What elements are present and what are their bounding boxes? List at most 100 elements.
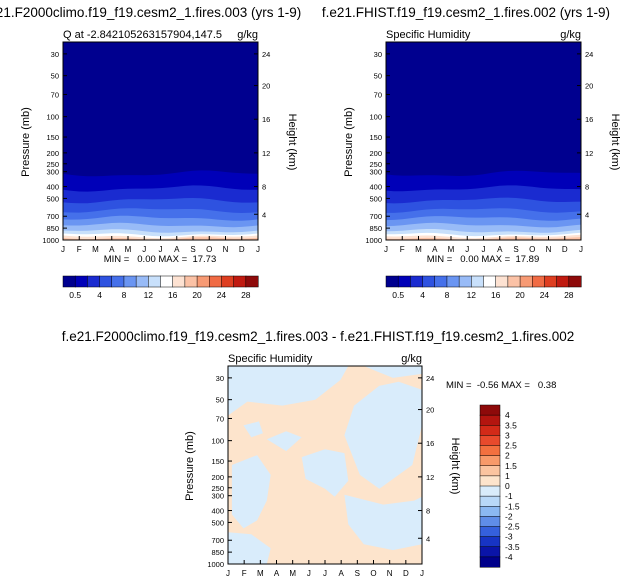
panel-diff-colorbar-swatch bbox=[479, 475, 501, 487]
panel-diff-ytick-label: 1000 bbox=[207, 560, 224, 569]
panel-right-xtick-label: J bbox=[384, 245, 388, 254]
panel-diff-xtick-label: D bbox=[403, 569, 409, 578]
panel-left-ylabel: Pressure (mb) bbox=[20, 107, 32, 177]
panel-right-ytick-right-label: 20 bbox=[585, 82, 593, 91]
panel-left-ytick-label: 1000 bbox=[42, 236, 59, 245]
panel-diff-ytick-label: 700 bbox=[211, 536, 224, 545]
panel-diff-negative-region bbox=[231, 455, 271, 529]
panel-left-xtick-label: M bbox=[125, 245, 132, 254]
panel-left-colorbar-swatch bbox=[99, 275, 113, 288]
panel-right-colorbar-swatch bbox=[556, 275, 570, 288]
panel-diff-ytick-label: 30 bbox=[216, 374, 224, 383]
panel-diff-negative-region bbox=[228, 532, 271, 564]
panel-right-colorbar-label: 4 bbox=[420, 290, 425, 300]
panel-diff-xtick-label: M bbox=[289, 569, 296, 578]
panel-diff-negative-region bbox=[344, 381, 422, 489]
panel-left-colorbar-swatch bbox=[184, 275, 198, 288]
panel-right-ylabel: Pressure (mb) bbox=[343, 107, 355, 177]
panel-diff-colorbar-swatch bbox=[479, 404, 501, 416]
panel-left-colorbar-swatch bbox=[245, 275, 259, 288]
panel-right-xtick-label: S bbox=[513, 245, 518, 254]
panel-right-ytick-right-label: 8 bbox=[585, 183, 589, 192]
panel-diff-ytick-right-label: 24 bbox=[426, 374, 434, 383]
panel-left-xtick-label: O bbox=[206, 245, 212, 254]
panel-diff-colorbar: 43.532.521.510-1-1.5-2-2.5-3-3.5-4 bbox=[479, 404, 520, 568]
panel-diff-colorbar-label: 1 bbox=[505, 471, 510, 481]
panel-right-colorbar-swatch bbox=[410, 275, 424, 288]
panel-left-colorbar-swatch bbox=[221, 275, 235, 288]
panel-diff-ytick-label: 300 bbox=[211, 492, 224, 501]
panel-diff-ytick-label: 100 bbox=[211, 437, 224, 446]
panel-diff-ylabel-right: Height (km) bbox=[449, 438, 461, 495]
panel-diff-ytick-label: 400 bbox=[211, 507, 224, 516]
panel-diff-units: g/kg bbox=[401, 353, 422, 365]
panel-right-units: g/kg bbox=[560, 29, 581, 41]
panel-left-colorbar-swatch bbox=[74, 275, 88, 288]
panel-diff-colorbar-label: 2.5 bbox=[505, 441, 517, 451]
panel-right-xtick-label: A bbox=[432, 245, 438, 254]
panel-diff-ytick-label: 500 bbox=[211, 518, 224, 527]
panel-diff-xtick-label: J bbox=[420, 569, 424, 578]
panel-right: f.e21.FHIST.f19_f19.cesm2_1.fires.002 (y… bbox=[322, 5, 621, 300]
panel-right-colorbar-label: 12 bbox=[467, 290, 477, 300]
panel-diff-xtick-label: N bbox=[387, 569, 393, 578]
panel-left-colorbar-label: 28 bbox=[241, 290, 251, 300]
panel-diff-colorbar-swatch bbox=[479, 506, 501, 517]
panel-left-colorbar-swatch bbox=[196, 275, 210, 288]
panel-right-ytick-right-label: 4 bbox=[585, 210, 589, 219]
panel-diff-ytick-label: 250 bbox=[211, 484, 224, 493]
panel-left-xtick-label: J bbox=[61, 245, 65, 254]
panel-left-xtick-label: M bbox=[92, 245, 99, 254]
panel-diff-ytick-label: 850 bbox=[211, 548, 224, 557]
panel-diff-ytick-right-label: 20 bbox=[426, 406, 434, 415]
panel-left-colorbar-label: 20 bbox=[192, 290, 202, 300]
panel-diff-colorbar-label: -2.5 bbox=[505, 522, 520, 532]
panel-diff-xtick-label: F bbox=[242, 569, 247, 578]
panel-right-xtick-label: F bbox=[400, 245, 405, 254]
panel-left-ytick-label: 200 bbox=[46, 149, 59, 158]
panel-right-ytick-label: 500 bbox=[369, 194, 382, 203]
panel-left-ylabel-right: Height (km) bbox=[286, 114, 298, 171]
panel-diff-colorbar-label: 2 bbox=[505, 451, 510, 461]
panel-diff-title: f.e21.F2000climo.f19_f19.cesm2_1.fires.0… bbox=[62, 329, 575, 344]
panel-right-ytick-label: 400 bbox=[369, 183, 382, 192]
panel-left-stats: MIN = 0.00 MAX = 17.73 bbox=[104, 254, 216, 265]
panel-diff-negative-region bbox=[243, 421, 263, 438]
panel-diff-negative-region bbox=[266, 431, 302, 452]
panel-left-xtick-label: A bbox=[174, 245, 180, 254]
panel-right-colorbar-label: 8 bbox=[445, 290, 450, 300]
panel-left-ytick-label: 30 bbox=[51, 50, 59, 59]
panel-diff-xtick-label: A bbox=[338, 569, 344, 578]
panel-right-ytick-label: 200 bbox=[369, 149, 382, 158]
panel-left-ytick-right-label: 24 bbox=[262, 50, 270, 59]
panel-diff-colorbar-label: -2 bbox=[505, 511, 513, 521]
panel-right-colorbar-label: 28 bbox=[564, 290, 574, 300]
panel-left-ytick-label: 500 bbox=[46, 194, 59, 203]
panel-left-colorbar-label: 12 bbox=[144, 290, 154, 300]
panel-left-colorbar-swatch bbox=[172, 275, 186, 288]
panel-diff-colorbar-label: -1 bbox=[505, 491, 513, 501]
panel-left-ytick-label: 70 bbox=[51, 90, 59, 99]
panel-right-colorbar-swatch bbox=[532, 275, 545, 288]
panel-diff-colorbar-swatch bbox=[479, 495, 501, 507]
panel-right-ytick-label: 100 bbox=[369, 113, 382, 122]
panel-left-colorbar-label: 16 bbox=[168, 290, 178, 300]
panel-left-colorbar-swatch bbox=[160, 275, 174, 288]
panel-left-ytick-label: 50 bbox=[51, 72, 59, 81]
panel-left-ytick-label: 700 bbox=[46, 212, 59, 221]
panel-diff-colorbar-label: 3 bbox=[505, 430, 510, 440]
panel-right-colorbar-swatch bbox=[458, 275, 472, 288]
panel-diff-colorbar-swatch bbox=[479, 455, 501, 467]
panel-right-colorbar-swatch bbox=[544, 275, 558, 288]
panel-diff-negative-region bbox=[301, 449, 349, 497]
panel-right-ytick-label: 1000 bbox=[365, 236, 382, 245]
panel-left-xtick-label: J bbox=[256, 245, 260, 254]
panel-left-ytick-label: 100 bbox=[46, 113, 59, 122]
panel-right-stats: MIN = 0.00 MAX = 17.89 bbox=[427, 254, 539, 265]
panel-diff-colorbar-label: 3.5 bbox=[505, 420, 517, 430]
panel-right-ylabel-right: Height (km) bbox=[609, 114, 621, 171]
panel-diff-xtick-label: J bbox=[323, 569, 327, 578]
panel-diff: f.e21.F2000climo.f19_f19.cesm2_1.fires.0… bbox=[62, 329, 575, 578]
